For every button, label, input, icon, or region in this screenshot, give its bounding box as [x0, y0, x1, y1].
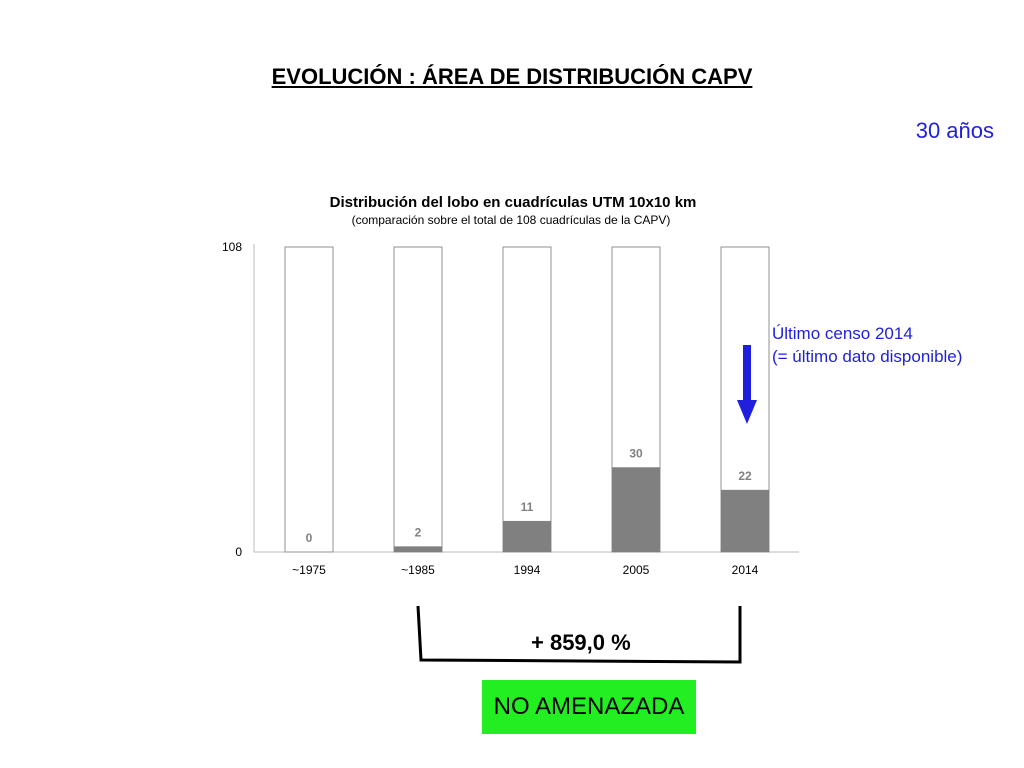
total-bar: [502, 246, 552, 553]
arrow-shaft: [743, 345, 751, 401]
value-label: 2: [415, 525, 422, 539]
x-tick-label: 1994: [514, 563, 541, 577]
census-note: Último censo 2014 (= último dato disponi…: [772, 322, 962, 368]
census-note-line1: Último censo 2014: [772, 324, 913, 343]
value-label: 11: [521, 500, 534, 514]
y-tick-label: 108: [222, 240, 242, 254]
value-bar: [394, 546, 442, 552]
value-bar: [612, 467, 660, 552]
comparison-bracket: [416, 605, 742, 664]
value-label: 0: [306, 531, 313, 545]
status-badge: NO AMENAZADA: [482, 680, 696, 734]
census-note-line2: (= último dato disponible): [772, 347, 963, 366]
period-label: 30 años: [915, 118, 994, 143]
x-tick-label: 2005: [623, 563, 650, 577]
x-tick-label: 2014: [732, 563, 759, 577]
total-bar: [284, 246, 334, 553]
chart-title: Distribución del lobo en cuadrículas UTM…: [330, 194, 697, 211]
y-tick-label: 0: [235, 545, 242, 559]
page-title: EVOLUCIÓN : ÁREA DE DISTRIBUCIÓN CAPV: [271, 64, 753, 89]
chart-subtitle: (comparación sobre el total de 108 cuadr…: [352, 213, 671, 227]
x-tick-label: ~1975: [292, 563, 326, 577]
arrow-head: [737, 400, 757, 424]
value-label: 22: [738, 469, 752, 483]
x-tick-label: ~1985: [401, 563, 435, 577]
value-label: 30: [629, 446, 643, 460]
change-label: + 859,0 %: [531, 630, 631, 655]
total-bar: [393, 246, 443, 553]
value-bar: [721, 489, 769, 552]
value-bar: [503, 520, 551, 552]
